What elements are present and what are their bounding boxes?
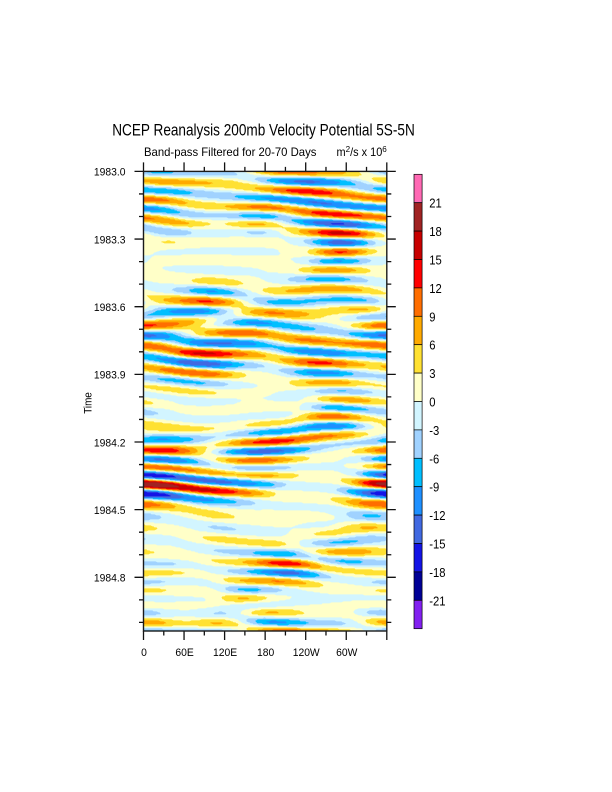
svg-text:0: 0 <box>429 395 436 410</box>
svg-text:-12: -12 <box>429 509 445 524</box>
svg-text:120W: 120W <box>293 647 321 659</box>
svg-text:12: 12 <box>429 281 442 296</box>
svg-text:m2/s x 106: m2/s x 106 <box>337 144 388 159</box>
svg-text:18: 18 <box>429 225 442 240</box>
svg-text:6: 6 <box>429 338 436 353</box>
svg-text:-9: -9 <box>429 480 439 495</box>
svg-text:60E: 60E <box>175 647 193 659</box>
svg-text:0: 0 <box>141 647 147 659</box>
svg-text:-21: -21 <box>429 594 446 609</box>
svg-text:1983.3: 1983.3 <box>94 234 126 246</box>
svg-text:NCEP Reanalysis 200mb Velocity: NCEP Reanalysis 200mb Velocity Potential… <box>112 121 415 140</box>
svg-text:120E: 120E <box>213 647 237 659</box>
svg-text:Band-pass Filtered for 20-70 D: Band-pass Filtered for 20-70 Days <box>144 147 317 159</box>
svg-text:1984.5: 1984.5 <box>94 505 126 517</box>
svg-text:180: 180 <box>257 647 274 659</box>
svg-text:1984.8: 1984.8 <box>94 572 126 584</box>
svg-text:21: 21 <box>429 196 442 211</box>
svg-text:3: 3 <box>429 367 436 382</box>
svg-text:-18: -18 <box>429 565 446 580</box>
svg-text:9: 9 <box>429 310 436 325</box>
svg-text:1983.6: 1983.6 <box>94 302 126 314</box>
svg-text:1983.0: 1983.0 <box>94 166 126 178</box>
svg-text:Time: Time <box>83 392 95 414</box>
svg-text:1983.9: 1983.9 <box>94 369 126 381</box>
svg-text:-6: -6 <box>429 452 439 467</box>
svg-text:60W: 60W <box>336 647 358 659</box>
svg-text:15: 15 <box>429 253 442 268</box>
svg-text:-15: -15 <box>429 537 446 552</box>
svg-text:-3: -3 <box>429 423 439 438</box>
svg-text:1984.2: 1984.2 <box>94 437 126 449</box>
